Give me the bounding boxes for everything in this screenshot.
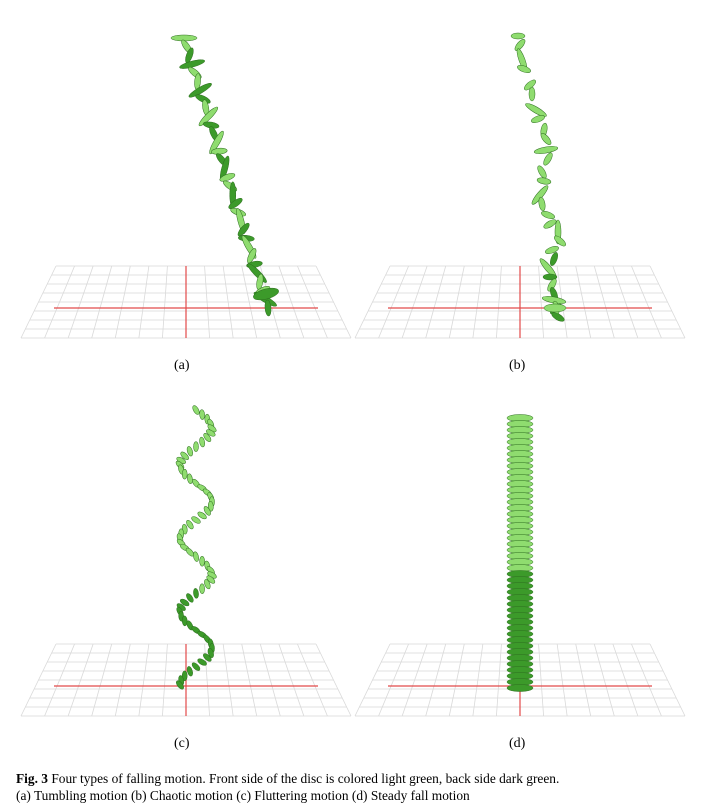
disc-snapshot bbox=[192, 405, 200, 415]
disc-snapshot bbox=[551, 312, 565, 322]
disc-snapshot bbox=[188, 83, 212, 98]
disc-snapshot bbox=[197, 511, 207, 520]
trajectory-steady-fall bbox=[506, 414, 534, 692]
trajectory-chaotic bbox=[510, 32, 567, 322]
disc-snapshot bbox=[528, 86, 536, 102]
disc-snapshot bbox=[187, 473, 193, 484]
disc-snapshot bbox=[541, 211, 555, 219]
floor-grid-b bbox=[354, 265, 686, 339]
disc-snapshot bbox=[180, 598, 190, 607]
disc-snapshot bbox=[547, 278, 557, 292]
disc-snapshot bbox=[545, 246, 559, 254]
disc-snapshot bbox=[206, 429, 216, 437]
disc-snapshot bbox=[186, 519, 194, 530]
disc-snapshot bbox=[228, 198, 243, 209]
disc-snapshot bbox=[191, 516, 201, 524]
disc-snapshot bbox=[540, 133, 552, 145]
disc-snapshot bbox=[204, 579, 211, 590]
trajectory-fluttering bbox=[175, 405, 217, 690]
disc-snapshot bbox=[186, 593, 194, 603]
disc-snapshot bbox=[208, 501, 214, 512]
disc-snapshot bbox=[209, 130, 224, 155]
disc-snapshot bbox=[193, 588, 199, 599]
panel-label-d: (d) bbox=[509, 736, 526, 751]
caption-text: Four types of falling motion. Front side… bbox=[48, 771, 560, 786]
disc-snapshot bbox=[199, 583, 205, 594]
disc-snapshot bbox=[198, 106, 219, 127]
disc-snapshot bbox=[253, 287, 279, 301]
disc-snapshot bbox=[533, 146, 559, 154]
disc-snapshot bbox=[538, 196, 546, 212]
disc-snapshot bbox=[179, 59, 205, 69]
panel-label-a: (a) bbox=[174, 358, 190, 373]
disc-snapshot bbox=[203, 653, 212, 662]
floor-grid-c bbox=[20, 643, 352, 717]
disc-snapshot bbox=[510, 32, 526, 40]
disc-snapshot bbox=[203, 506, 211, 516]
disc-snapshot bbox=[203, 433, 212, 442]
figure-caption: Fig. 3 Four types of falling motion. Fro… bbox=[16, 770, 706, 804]
disc-snapshot bbox=[536, 177, 552, 185]
disc-snapshot bbox=[525, 103, 547, 117]
disc-snapshot bbox=[199, 409, 205, 420]
disc-snapshot bbox=[554, 235, 566, 247]
disc-snapshot bbox=[542, 273, 558, 281]
disc-snapshot bbox=[207, 647, 214, 658]
panel-label-c: (c) bbox=[174, 736, 190, 751]
disc-snapshot bbox=[514, 39, 526, 51]
disc-snapshot bbox=[537, 165, 547, 179]
disc-snapshot bbox=[191, 662, 201, 671]
disc-snapshot bbox=[180, 451, 189, 460]
disc-snapshot bbox=[206, 575, 216, 584]
disc-snapshot bbox=[517, 65, 531, 73]
disc-snapshot bbox=[531, 115, 545, 123]
disc-snapshot bbox=[543, 152, 553, 166]
panel-label-b: (b) bbox=[509, 358, 526, 373]
figure-number: Fig. 3 bbox=[16, 771, 48, 786]
disc-snapshot bbox=[197, 658, 207, 666]
falling-motion-figure bbox=[20, 32, 686, 717]
disc-snapshot bbox=[199, 436, 205, 448]
disc-snapshot bbox=[550, 252, 558, 266]
floor-grid-a bbox=[20, 265, 352, 339]
disc-snapshot bbox=[219, 173, 236, 182]
disc-snapshot bbox=[199, 556, 205, 567]
disc-snapshot bbox=[193, 551, 199, 562]
disc-snapshot bbox=[543, 303, 567, 313]
disc-snapshot bbox=[506, 684, 534, 692]
disc-snapshot bbox=[181, 468, 188, 480]
disc-snapshot bbox=[181, 615, 188, 627]
disc-snapshot bbox=[531, 185, 549, 205]
trajectory-tumbling bbox=[170, 34, 279, 317]
disc-snapshot bbox=[543, 219, 557, 229]
caption-line-1: Fig. 3 Four types of falling motion. Fro… bbox=[16, 770, 706, 787]
disc-snapshot bbox=[193, 441, 199, 452]
caption-subcaption: (a) Tumbling motion (b) Chaotic motion (… bbox=[16, 788, 470, 803]
disc-snapshot bbox=[264, 299, 272, 317]
disc-snapshot bbox=[186, 666, 193, 677]
disc-snapshot bbox=[186, 446, 193, 457]
disc-snapshot bbox=[176, 680, 184, 690]
disc-snapshot bbox=[237, 222, 250, 237]
